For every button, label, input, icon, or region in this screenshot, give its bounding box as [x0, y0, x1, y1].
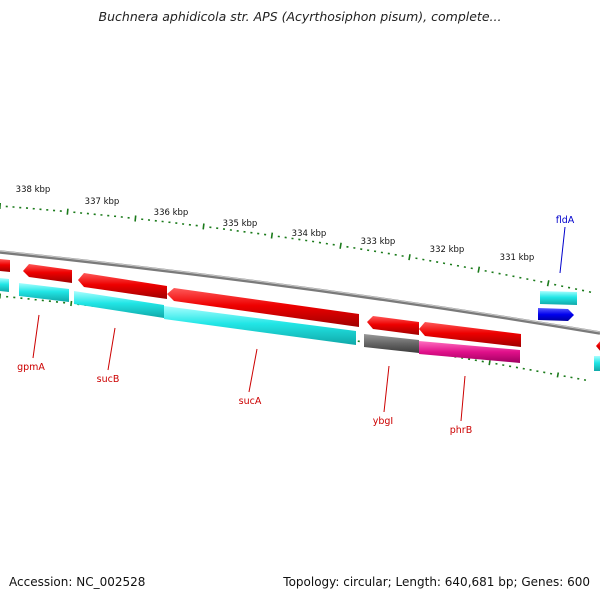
gene-label-ybgI[interactable]: ybgI: [373, 416, 393, 427]
gene-block[interactable]: [419, 341, 520, 363]
gene-arrow[interactable]: [23, 264, 72, 283]
gene-label-phrB[interactable]: phrB: [450, 425, 472, 436]
kbp-label: 333 kbp: [361, 237, 396, 247]
kbp-label: 337 kbp: [85, 197, 120, 207]
gene-block[interactable]: [540, 291, 577, 305]
ruler-major-tick: [66, 208, 69, 215]
inner-major-tick: [70, 300, 73, 307]
map-title: Buchnera aphidicola str. APS (Acyrthosip…: [98, 9, 502, 24]
ruler-major-tick: [202, 223, 205, 230]
gene-block[interactable]: [364, 334, 419, 353]
topology-summary: Topology: circular; Length: 640,681 bp; …: [283, 575, 590, 589]
gene-block[interactable]: [164, 306, 356, 345]
gene-arrow[interactable]: [538, 308, 574, 321]
kbp-label: 338 kbp: [16, 185, 51, 195]
gene-arrow[interactable]: [78, 273, 167, 299]
kbp-label: 335 kbp: [223, 219, 258, 229]
inner-major-tick: [488, 360, 491, 366]
kbp-label: 331 kbp: [500, 253, 535, 263]
gene-arrow[interactable]: [167, 288, 359, 327]
gene-arrow[interactable]: [419, 322, 521, 347]
accession-label: Accession: NC_002528: [9, 575, 146, 589]
label-leaders: [32, 226, 566, 422]
ruler-major-tick: [339, 242, 342, 249]
gene-block[interactable]: [19, 283, 69, 302]
gene-block[interactable]: [594, 356, 600, 371]
gene-label-sucA[interactable]: sucA: [239, 396, 262, 407]
kbp-label: 336 kbp: [154, 208, 189, 218]
gene-arrow[interactable]: [367, 316, 419, 335]
ruler-major-tick: [546, 280, 550, 287]
inner-major-tick: [556, 372, 560, 378]
gene-label-gpmA[interactable]: gpmA: [17, 362, 45, 373]
reverse-strand: [0, 278, 600, 371]
gene-label-fldA[interactable]: fldA: [556, 215, 575, 226]
gene-arrow[interactable]: [596, 340, 600, 352]
ruler-major-tick: [477, 266, 481, 273]
gene-block[interactable]: [74, 291, 164, 318]
gene-arrow[interactable]: [0, 259, 10, 272]
ruler-major-tick: [134, 215, 137, 222]
forward-strand: [0, 259, 600, 352]
ruler-major-tick: [408, 254, 411, 261]
gene-block[interactable]: [0, 278, 9, 292]
kbp-label: 334 kbp: [292, 229, 327, 239]
ruler-major-tick: [270, 232, 274, 239]
backbone-arc: [0, 250, 600, 335]
gene-labels: gpmA sucB sucA ybgI phrB fldA: [17, 215, 575, 436]
kbp-label: 332 kbp: [430, 245, 465, 255]
gene-label-sucB[interactable]: sucB: [97, 374, 120, 385]
